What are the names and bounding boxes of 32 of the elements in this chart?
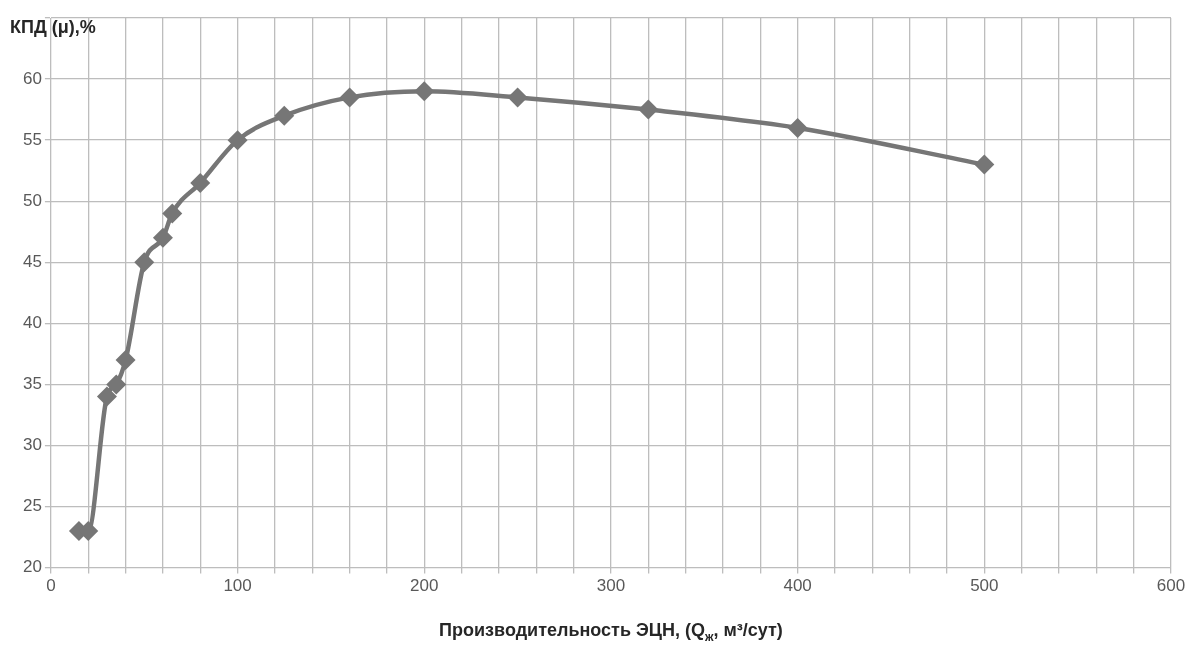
y-tick-label: 45: [22, 251, 42, 271]
x-tick-label: 600: [1156, 576, 1186, 596]
point: [638, 99, 659, 120]
point: [227, 130, 248, 151]
point: [274, 105, 295, 126]
point: [190, 172, 211, 193]
x-tick-label: 500: [970, 576, 999, 596]
y-tick-label: 25: [22, 496, 42, 516]
y-tick-label: 30: [22, 435, 42, 455]
point: [134, 252, 155, 273]
y-tick-label: 50: [22, 190, 42, 210]
x-tick-label: 400: [783, 576, 812, 596]
y-tick-label: 40: [22, 313, 42, 333]
point: [106, 374, 127, 395]
point: [974, 154, 995, 175]
point: [115, 349, 136, 370]
y-tick-label: 35: [22, 374, 42, 394]
x-tick-label: 100: [223, 576, 252, 596]
y-tick-label: 55: [22, 129, 42, 149]
x-tick-label: 200: [410, 576, 439, 596]
x-tick-label: 300: [596, 576, 626, 596]
point: [339, 87, 360, 108]
x-tick-label: 0: [46, 576, 56, 596]
point: [507, 87, 528, 108]
y-axis-title: КПД (μ),%: [10, 17, 96, 37]
y-tick-label: 60: [22, 68, 42, 88]
point: [787, 117, 808, 138]
point: [162, 203, 183, 224]
point: [414, 81, 435, 102]
y-tick-label: 20: [22, 557, 42, 577]
point: [96, 386, 117, 407]
point: [152, 227, 173, 248]
